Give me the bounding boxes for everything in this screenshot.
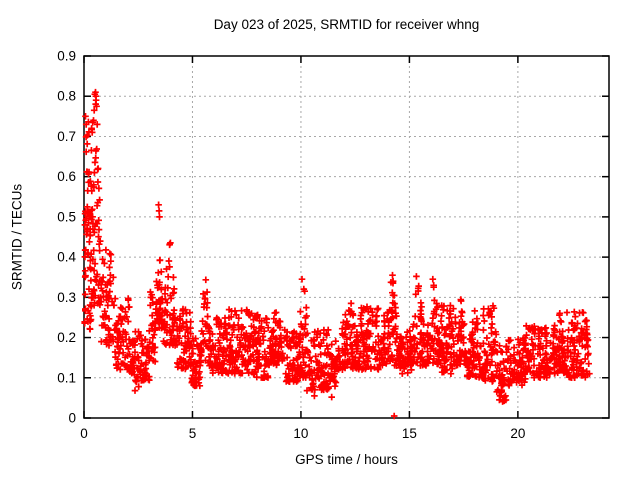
y-tick-label: 0.8 [57,89,76,104]
y-tick-label: 0.4 [57,250,76,265]
y-tick-label: 0 [68,411,76,426]
x-tick-label: 20 [510,426,525,441]
x-axis-label: GPS time / hours [295,452,398,467]
y-tick-label: 0.5 [57,209,76,224]
plot-border [83,55,610,419]
y-tick-label: 0.3 [57,290,76,305]
x-tick-label: 10 [293,426,308,441]
y-tick-label: 0.9 [57,49,76,64]
y-tick-label: 0.1 [57,370,76,385]
data-points [81,88,593,420]
chart-title: Day 023 of 2025, SRMTID for receiver whn… [213,17,480,32]
y-tick-label: 0.6 [57,169,76,184]
y-tick-label: 0.7 [57,129,76,144]
y-tick-label: 0.2 [57,330,76,345]
x-tick-label: 5 [189,426,197,441]
x-tick-label: 0 [80,426,88,441]
x-tick-label: 15 [402,426,417,441]
